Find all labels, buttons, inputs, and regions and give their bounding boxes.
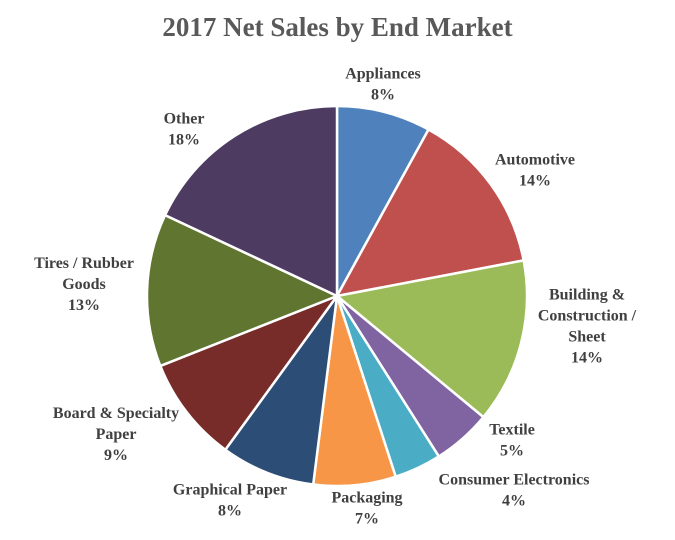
label-value: 7% — [355, 511, 379, 528]
label-consumer-electronics: Consumer Electronics 4% — [439, 472, 590, 510]
label-value: 4% — [502, 493, 526, 510]
label-value: 13% — [68, 297, 100, 314]
label-line: Other — [164, 111, 205, 128]
label-other: Other 18% — [164, 111, 205, 149]
label-appliances: Appliances 8% — [345, 66, 421, 104]
label-line: Appliances — [345, 66, 421, 83]
label-line: Sheet — [568, 329, 606, 346]
label-line: Graphical Paper — [173, 482, 287, 499]
label-line: Construction / — [538, 308, 637, 325]
slice-tires-rubber-goods — [145, 213, 339, 368]
label-line: Textile — [489, 422, 535, 439]
slice-building-and-construction-sheet — [335, 259, 529, 419]
label-graphical-paper: Graphical Paper 8% — [173, 482, 287, 520]
pie-slices — [145, 104, 529, 488]
label-value: 8% — [371, 87, 395, 104]
label-textile: Textile 5% — [489, 422, 535, 460]
label-line: Paper — [96, 426, 137, 443]
label-tires-rubber-goods: Tires / Rubber Goods 13% — [34, 255, 134, 314]
label-automotive: Automotive 14% — [495, 152, 575, 190]
label-line: Goods — [62, 276, 106, 293]
label-value: 9% — [104, 447, 128, 464]
slice-graphical-paper — [224, 294, 339, 486]
label-line: Packaging — [331, 490, 402, 507]
label-value: 14% — [571, 350, 603, 367]
pie-labels: Appliances 8% Automotive 14% Building & Const… — [34, 66, 637, 528]
label-value: 8% — [218, 503, 242, 520]
slice-appliances — [335, 104, 430, 298]
label-line: Tires / Rubber — [34, 255, 134, 272]
label-line: Consumer Electronics — [439, 472, 590, 489]
slice-board-and-specialty-paper — [159, 294, 339, 451]
label-value: 18% — [168, 132, 200, 149]
slice-other — [163, 104, 339, 298]
label-line: Automotive — [495, 152, 575, 169]
slice-automotive — [335, 128, 525, 298]
label-board-and-specialty-paper: Board & Specialty Paper 9% — [53, 405, 179, 464]
label-value: 14% — [519, 173, 551, 190]
label-packaging: Packaging 7% — [331, 490, 402, 528]
label-line: Building & — [549, 287, 625, 304]
chart-title: 2017 Net Sales by End Market — [162, 12, 513, 42]
label-value: 5% — [500, 443, 524, 460]
label-building-and-construction-sheet: Building & Construction / Sheet 14% — [538, 287, 637, 367]
label-line: Board & Specialty — [53, 405, 179, 422]
